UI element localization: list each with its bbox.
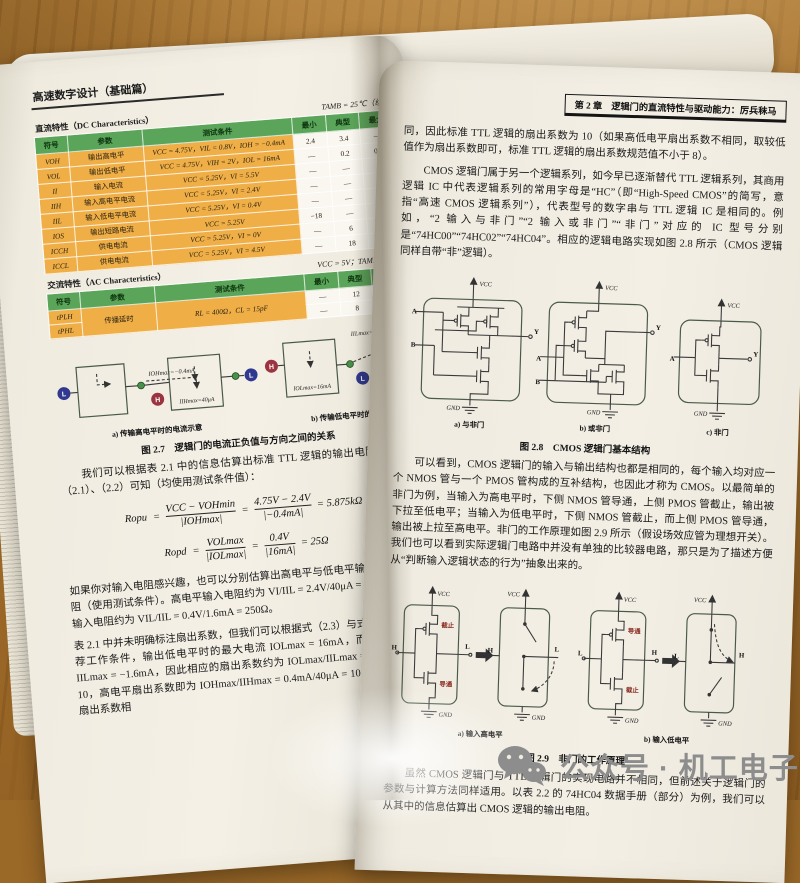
right-paragraph-2: CMOS 逻辑门属于另一个逻辑系列，如今早已逐渐替代 TTL 逻辑系列，其商用逻… — [400, 162, 785, 272]
gnd-label: GND — [718, 720, 732, 727]
watermark-text: 公众号 · 机工电子 — [560, 745, 799, 787]
output-y-label: Y — [656, 325, 661, 332]
output-y-label: Y — [753, 352, 758, 359]
input-label: L — [674, 653, 679, 660]
formula-lhs: Ropu — [125, 513, 148, 526]
equals-sign: = — [241, 505, 249, 517]
fig28-caption-c: c) 非门 — [706, 428, 729, 438]
fet-state-label: 导通 — [439, 679, 453, 688]
fig27-caption-a: a) 传输高电平时的电流示意 — [112, 422, 204, 439]
ac-cell-typ: 8 — [340, 300, 375, 317]
equals-sign: = — [192, 546, 200, 558]
nor-gate-box — [547, 302, 648, 405]
nand-gate-box — [421, 298, 522, 401]
figure-2-7: L IOHmax=−0.4mA H IIHmax=40μA L a) 传输高电平… — [50, 319, 418, 463]
figure-2-9-diagram: VCC H L 截止 导通 GND VCC H — [387, 577, 770, 756]
closed-switch — [710, 630, 711, 662]
ac-cell-min: — — [307, 302, 342, 319]
vcc-label: VCC — [507, 591, 520, 598]
formula-result: = 5.875kΩ — [317, 496, 363, 511]
fig28-caption-b: b) 或非门 — [579, 424, 610, 434]
dc-cell-min: — — [301, 236, 336, 254]
gnd-label: GND — [587, 409, 601, 416]
ac-cell-symbol: tPHL — [49, 322, 83, 339]
equals-sign: = — [153, 512, 161, 524]
driver-gate-box — [76, 364, 128, 418]
vcc-label: VCC — [605, 285, 618, 292]
fig28-caption-a: a) 与非门 — [454, 420, 484, 430]
dc-characteristics-table: 符号 参数 测试条件 最小 典型 最大 VOH 输出高电平 VCC = 4.75… — [34, 109, 404, 275]
vcc-arrow — [522, 589, 530, 597]
ac-cell-param: 传播延时 — [80, 303, 157, 337]
output-label: H — [739, 652, 745, 659]
right-paragraph-3: 可以看到，CMOS 逻辑门的输入与输出结构也都是相同的，每个输入均对应一个 NM… — [390, 455, 775, 581]
output-y-label: Y — [534, 329, 539, 336]
chapter-header-row: 第 2 章 逻辑门的直流特性与驱动能力：厉兵秣马 — [404, 89, 787, 123]
vcc-arrow — [429, 586, 437, 594]
input-label: L — [578, 650, 583, 657]
output-label: H — [652, 650, 658, 657]
gnd-label: GND — [438, 712, 452, 719]
open-switch — [709, 677, 721, 695]
gnd-label: GND — [532, 715, 546, 722]
output-label: L — [554, 647, 559, 654]
running-header: 高速数字设计（基础篇） — [30, 74, 224, 110]
figure-2-8: VCC A B Y GND a) 与非门 — [394, 268, 781, 461]
right-paragraph-1: 同，因此标准 TTL 逻辑的扇出系数为 10（如果高低电平扇出系数不相同，取较低… — [403, 124, 786, 169]
fraction: VOLmax |IOLmax| — [205, 534, 247, 565]
output-node — [137, 382, 144, 389]
vcc-arrow — [708, 594, 716, 602]
vcc-arrow — [595, 281, 603, 289]
badge-label: H — [269, 364, 275, 371]
input-label: H — [391, 644, 397, 651]
vcc-label: VCC — [437, 591, 450, 598]
figure-2-8-diagram: VCC A B Y GND a) 与非门 — [396, 268, 779, 445]
chapter-header: 第 2 章 逻辑门的直流特性与驱动能力：厉兵秣马 — [564, 94, 787, 123]
fet-state-label: 截止 — [441, 620, 455, 629]
figure-2-9: VCC H L 截止 导通 GND VCC H — [384, 577, 772, 772]
badge-label: H — [155, 397, 161, 404]
gnd-label: GND — [446, 405, 460, 412]
formula-lhs: Ropd — [164, 547, 187, 560]
wechat-watermark: 公众号 · 机工电子 — [496, 744, 799, 788]
vcc-arrow — [615, 592, 623, 600]
closed-switch — [523, 656, 524, 688]
iolmax-label: IOLmax=16mA — [292, 384, 331, 393]
fet-state-label: 截止 — [626, 685, 640, 694]
vcc-label: VCC — [624, 597, 637, 604]
gnd-label: GND — [625, 717, 639, 724]
formula-result: = 25Ω — [301, 536, 330, 549]
fraction: VCC − VOHmin |IOHmax| — [165, 497, 237, 531]
iohmax-label: IOHmax=−0.4mA — [147, 367, 195, 378]
fraction: 0.4V |16mA| — [264, 530, 296, 561]
book-photo-page: { "left_page": { "running_header": "高速数字… — [0, 0, 800, 800]
open-switch — [524, 624, 536, 642]
dc-cell-symbol: ICCL — [44, 257, 78, 275]
iihmax-label: IIHmax=40μA — [178, 396, 215, 406]
vcc-label: VCC — [479, 281, 492, 288]
fraction: 4.75V − 2.4V |−0.4mA| — [254, 491, 313, 524]
vcc-arrow — [470, 277, 478, 285]
wechat-icon — [496, 744, 548, 788]
output-node — [346, 360, 353, 367]
fet-state-label: 导通 — [628, 626, 642, 635]
fig29-caption-a: a) 输入高电平 — [458, 729, 504, 739]
vcc-label: VCC — [694, 597, 707, 604]
input-label: H — [488, 647, 494, 654]
dc-cell-typ: 18 — [335, 234, 370, 252]
output-label: L — [465, 644, 470, 651]
equals-sign: = — [251, 541, 259, 553]
vcc-arrow — [718, 298, 726, 306]
output-node — [232, 372, 239, 379]
vcc-label: VCC — [727, 303, 740, 310]
gnd-label: GND — [694, 411, 708, 418]
